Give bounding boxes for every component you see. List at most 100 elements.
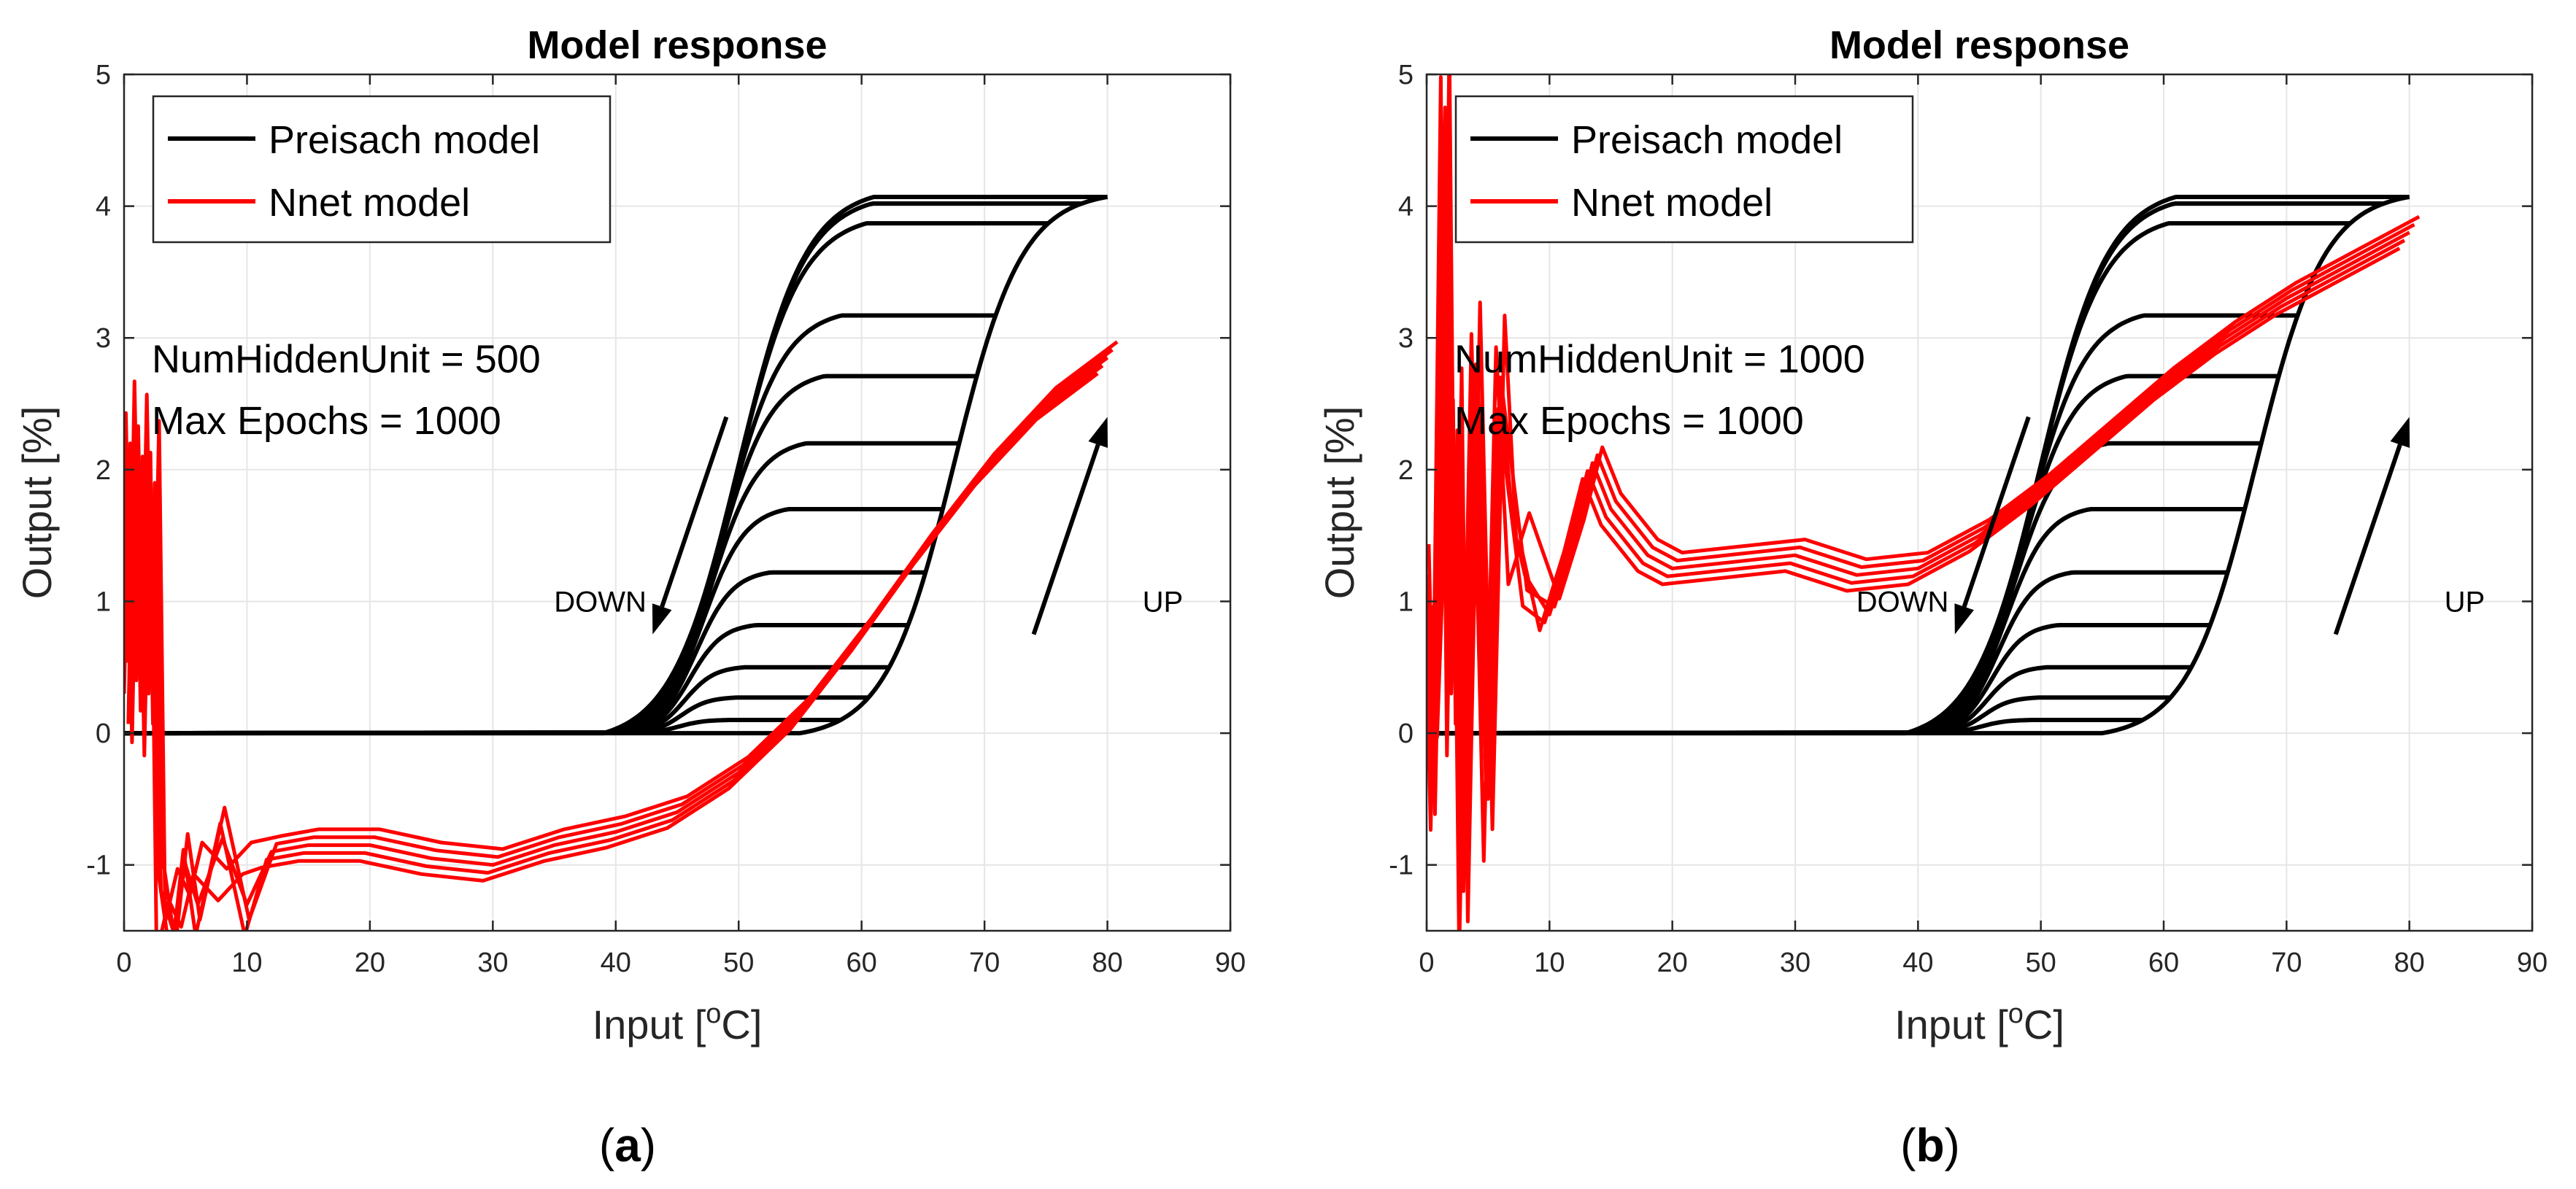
preisach-down-branch [124,570,927,736]
y-tick-label: 0 [1398,719,1414,749]
legend-box [152,95,612,244]
annotation-hidden-units: NumHiddenUnit = 500 [152,337,541,381]
legend-entry: Nnet model [1571,181,1773,225]
down-arrow-head [652,603,672,635]
down-arrow-head [1954,603,1974,635]
legend-box [1454,95,1914,244]
x-tick-label: 90 [2517,948,2548,978]
preisach-down-branch [124,665,890,736]
up-arrow-shaft [2333,444,2402,635]
y-axis-label: Output [%] [14,406,60,600]
preisach-down-branch [124,718,841,736]
y-tick-label: 5 [1398,60,1414,90]
axes-box [123,73,1232,932]
y-tick-label: 4 [1398,192,1414,222]
x-tick-label: 0 [116,948,131,978]
nnet-series [1427,74,2421,931]
x-axis-label-sup: o [706,999,721,1029]
up-label: UP [1143,586,1184,618]
y-tick-label: 2 [96,455,111,486]
preisach-series [124,195,1108,736]
x-tick-label: 20 [1657,948,1688,978]
y-tick-label: 4 [96,192,111,222]
x-tick-label: 50 [723,948,754,978]
x-axis-label: Input [oC] [1894,999,2064,1047]
x-tick-label: 90 [1215,948,1246,978]
preisach-down-branch [124,695,869,736]
legend-entry: Preisach model [269,118,540,162]
preisach-down-branch [124,507,943,736]
x-tick-label: 0 [1419,948,1434,978]
preisach-down-branch [124,623,909,736]
up-label: UP [2445,586,2486,618]
ticks [1425,73,2534,931]
up-arrow-shaft [1031,444,1100,635]
annotation-max-epochs: Max Epochs = 1000 [152,399,501,443]
axes-box [1425,73,2534,932]
nnet-trajectory [126,340,1119,923]
chart-title: Model response [527,23,827,67]
x-tick-label: 50 [2026,948,2056,978]
y-tick-label: 3 [96,323,111,354]
down-label: DOWN [1856,586,1949,618]
preisach-up-branch [124,195,1108,736]
panel-label-close: ) [1945,1119,1960,1171]
annotation-hidden-units: NumHiddenUnit = 1000 [1454,337,1865,381]
x-axis-label-tail: C] [2024,1002,2064,1047]
x-tick-label: 40 [1902,948,1933,978]
panel-label-open: ( [1900,1119,1916,1171]
preisach-down-branch [124,441,960,736]
preisach-up-branch [1427,195,2410,736]
y-tick-label: -1 [86,851,111,881]
x-axis-label-tail: C] [721,1002,762,1047]
panel-label: (b) [1900,1119,1960,1171]
chart-panel-a: 0 10 20 30 40 50 60 70 80 90 -1 0 1 2 3 4 5 Model respons… [14,23,1246,1171]
legend-entry: Preisach model [1571,118,1843,162]
panel-label: (a) [599,1119,656,1171]
down-arrow-shaft [1962,416,2031,608]
down-arrow-shaft [660,416,729,608]
y-tick-label: 0 [96,719,111,749]
panel-label-letter: b [1916,1119,1944,1171]
x-tick-label: 70 [2271,948,2302,978]
x-axis-label-sup: o [2008,999,2024,1029]
x-axis-label-main: Input [ [593,1002,706,1047]
up-arrow-head [1088,417,1108,448]
panel-label-close: ) [641,1119,656,1171]
nnet-trajectory [1427,105,2410,894]
y-tick-label: 1 [96,586,111,617]
ticks [123,73,1232,931]
panel-label-open: ( [599,1119,614,1171]
legend-entry: Nnet model [269,181,470,225]
x-tick-label: 80 [2394,948,2425,978]
plot-content [124,195,1119,931]
x-axis-label-main: Input [ [1894,1002,2008,1047]
preisach-down-branch [1427,570,2229,736]
x-tick-label: 30 [1780,948,1810,978]
y-tick-label: 5 [96,60,111,90]
x-tick-label: 10 [1534,948,1565,978]
x-tick-label: 40 [601,948,631,978]
chart-title: Model response [1829,23,2129,67]
up-arrow-head [2390,417,2410,448]
annotation-max-epochs: Max Epochs = 1000 [1454,399,1804,443]
y-tick-label: 3 [1398,323,1414,354]
preisach-down-branch [1427,665,2191,736]
preisach-down-branch [1427,695,2172,736]
y-tick-label: 2 [1398,455,1414,486]
preisach-series [1427,195,2410,736]
x-tick-label: 20 [355,948,385,978]
chart-panel-b: 0 10 20 30 40 50 60 70 80 90 -1 0 1 2 3 4 5 Model respons… [1316,23,2548,1171]
legend: Preisach model Nnet model [152,95,612,244]
preisach-down-branch [1427,623,2210,736]
nnet-trajectory [1429,74,2421,923]
x-tick-label: 70 [969,948,1000,978]
plot-content [1427,74,2421,931]
x-tick-label: 10 [231,948,262,978]
down-label: DOWN [554,586,647,618]
preisach-down-branch [1427,507,2245,736]
legend: Preisach model Nnet model [1454,95,1914,244]
x-tick-label: 60 [847,948,877,978]
preisach-down-branch [1427,718,2143,736]
